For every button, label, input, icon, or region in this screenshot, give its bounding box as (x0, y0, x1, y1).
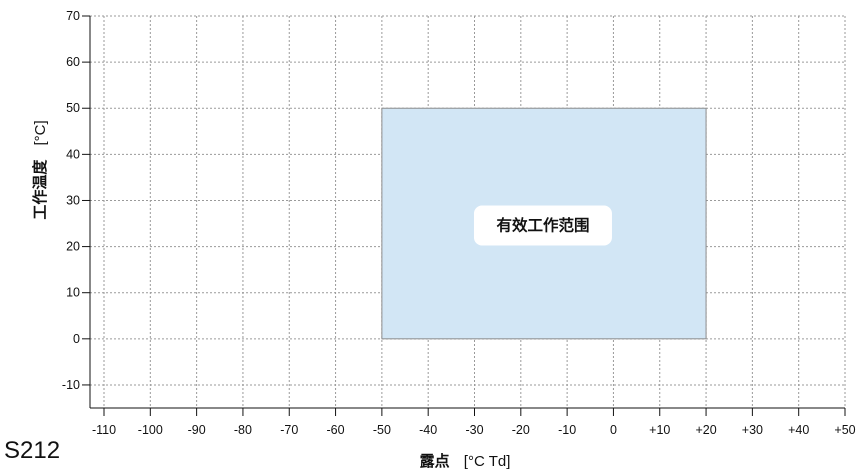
operating-range-region: 有效工作范围 (381, 107, 707, 340)
y-tick-label: 50 (66, 101, 80, 115)
x-tick-label: -110 (92, 423, 116, 437)
y-tick-label: 30 (66, 193, 80, 207)
y-tick-label: 70 (66, 9, 80, 23)
x-tick-label: +50 (834, 423, 855, 437)
y-tick-label: 20 (66, 240, 80, 254)
x-tick-label: +20 (695, 423, 716, 437)
region-label-background (473, 205, 612, 246)
x-tick-label: 0 (610, 423, 617, 437)
y-tick-label: 10 (66, 286, 80, 300)
y-tick-labels: -10 0 10 20 30 40 50 60 70 (62, 9, 80, 392)
x-axis-title-unit: [°C Td] (464, 453, 511, 470)
x-tick-label: -70 (280, 423, 298, 437)
axes (82, 15, 846, 416)
x-axis-title-quantity: 露点 (420, 452, 450, 470)
x-tick-label: +40 (788, 423, 809, 437)
x-tick-label: -100 (138, 423, 163, 437)
x-tick-label: -40 (419, 423, 437, 437)
model-label: S212 (4, 437, 61, 464)
region-label: 有效工作范围 (496, 216, 589, 235)
y-tick-label: -10 (62, 378, 80, 392)
x-tick-label: -50 (373, 423, 391, 437)
y-tick-label: 60 (66, 55, 80, 69)
x-axis-title: 露点 [°C Td] (420, 452, 511, 470)
x-tick-label: -10 (558, 423, 576, 437)
x-tick-labels: -110 -100 -90 -80 -70 -60 -50 -40 -30 -20 -10 0 +10 +… (92, 423, 856, 437)
x-tick-label: -30 (465, 423, 483, 437)
y-axis-title: 工作温度 [°C] (31, 120, 49, 219)
y-axis-title-unit: [°C] (32, 120, 49, 145)
x-tick-label: +30 (742, 423, 763, 437)
y-axis-title-quantity: 工作温度 (31, 159, 49, 220)
y-tick-label: 40 (66, 147, 80, 161)
x-tick-label: -90 (188, 423, 206, 437)
x-tick-label: +10 (649, 423, 670, 437)
x-tick-label: -80 (234, 423, 252, 437)
y-tick-label: 0 (73, 332, 80, 346)
x-tick-label: -20 (512, 423, 530, 437)
x-tick-label: -60 (327, 423, 345, 437)
